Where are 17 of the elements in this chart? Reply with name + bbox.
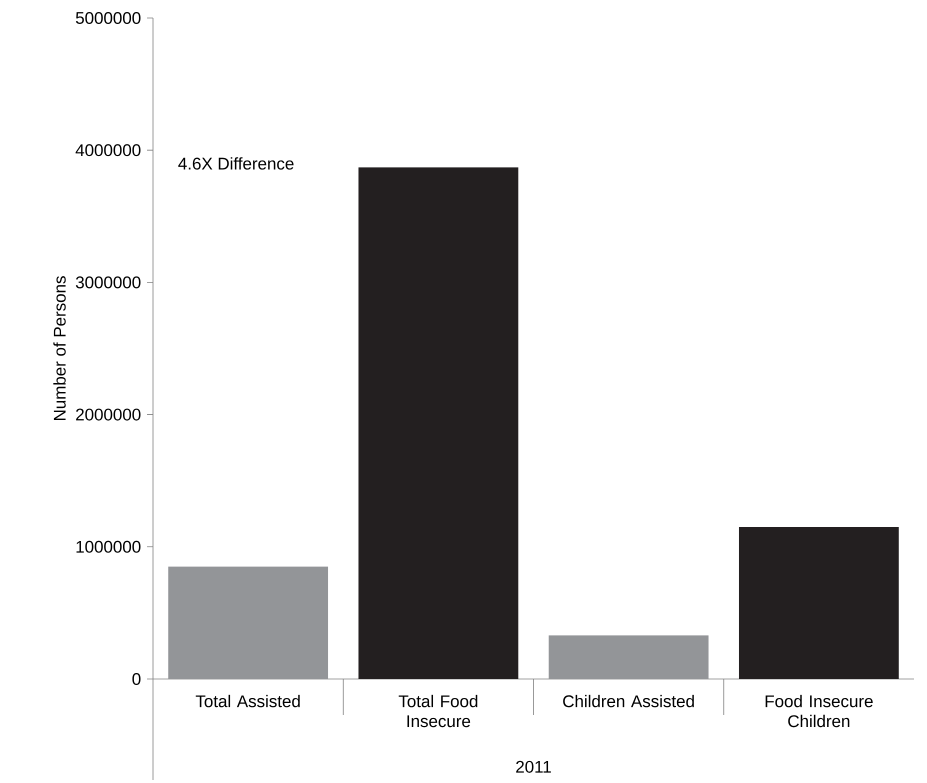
y-tick-label: 5000000 xyxy=(76,12,140,24)
annotation: 4.6X Difference xyxy=(178,157,294,170)
x-tick-label: Total Food Insecure xyxy=(398,694,478,728)
x-tick-label: Total Assisted xyxy=(196,694,300,708)
y-axis-title: Number of Persons xyxy=(53,276,66,420)
bar xyxy=(738,526,899,679)
x-axis-title: 2011 xyxy=(516,760,551,773)
x-tick-label: Children Assisted xyxy=(563,694,694,708)
y-tick-label: 3000000 xyxy=(76,276,140,288)
bar xyxy=(548,635,709,679)
y-tick-label: 2000000 xyxy=(76,408,140,421)
y-tick-label: 0 xyxy=(132,672,141,685)
bar xyxy=(358,167,518,679)
x-tick-label: Food Insecure Children xyxy=(766,694,873,728)
y-tick-label: 4000000 xyxy=(76,144,140,156)
bar xyxy=(168,566,328,679)
y-tick-label: 1000000 xyxy=(76,540,140,553)
